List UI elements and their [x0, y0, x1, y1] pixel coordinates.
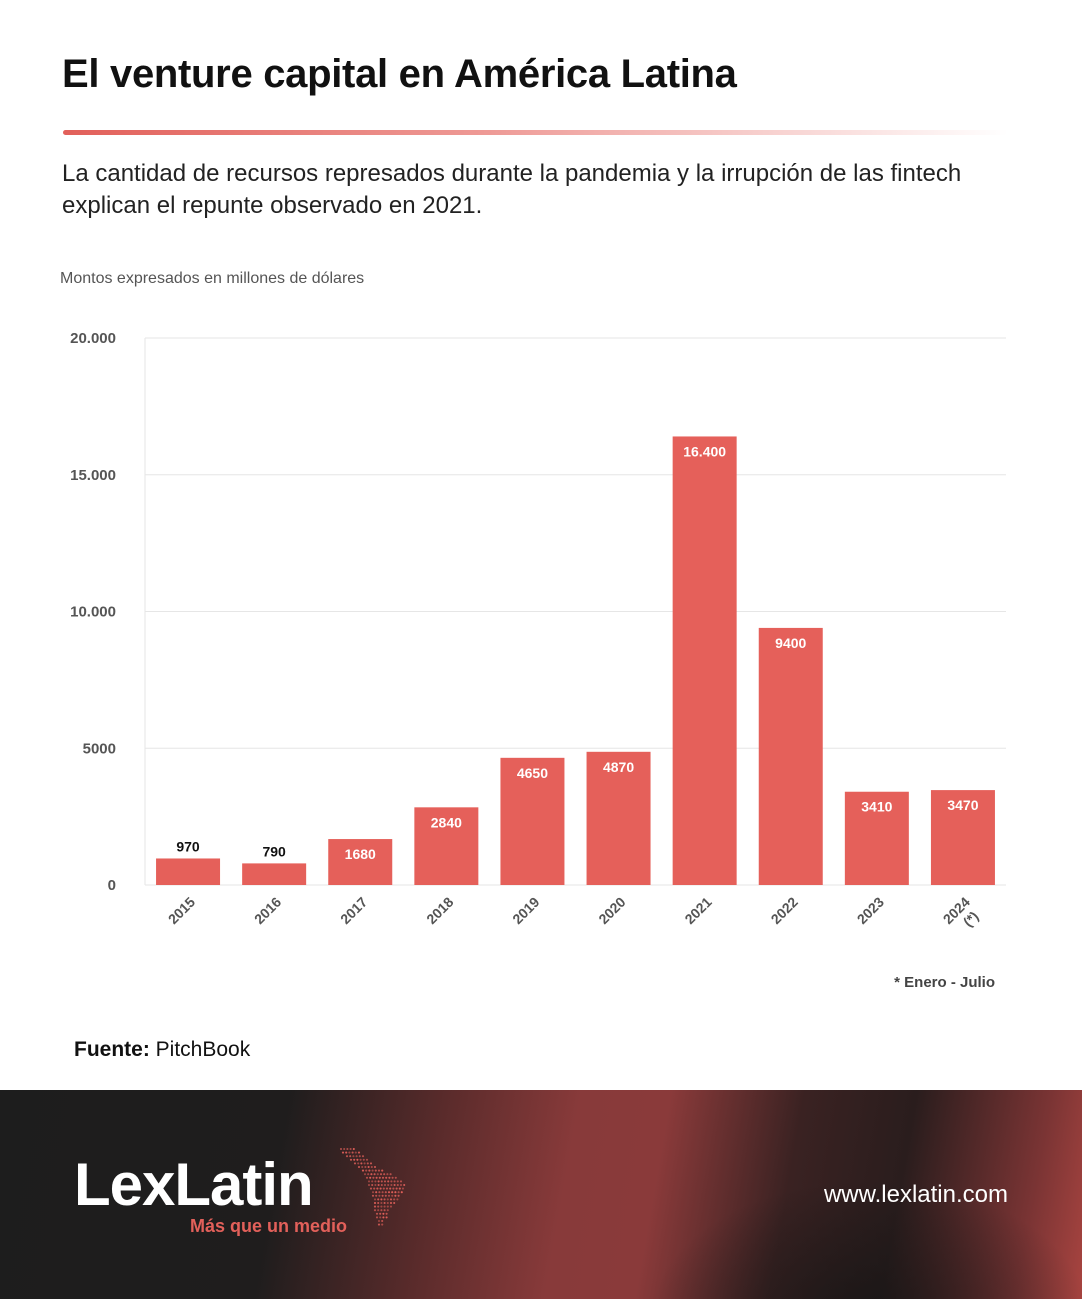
y-tick-label: 20.000 [70, 330, 116, 347]
x-tick-label: 2018 [423, 894, 456, 927]
x-axis: 2015 2016 2017 2018 2019 2020 2021 2022 2023 2024… [165, 894, 985, 939]
brand-logo: LexLatin [74, 1152, 313, 1218]
y-tick-label: 15.000 [70, 467, 116, 484]
y-axis: 0 5000 10.000 15.000 20.000 [70, 330, 116, 894]
bar [156, 858, 220, 885]
source-value: PitchBook [156, 1038, 251, 1061]
data-label: 970 [176, 838, 200, 854]
data-label: 2840 [431, 814, 462, 830]
x-tick-label: 2019 [509, 894, 542, 927]
data-label: 790 [262, 843, 286, 859]
data-label: 1680 [345, 846, 376, 862]
bar [242, 863, 306, 885]
x-tick-label: 2020 [595, 894, 628, 927]
x-tick-label: 2016 [251, 894, 284, 927]
data-label: 3470 [947, 797, 978, 813]
y-tick-label: 10.000 [70, 604, 116, 621]
bar [759, 628, 823, 885]
brand-tagline: Más que un medio [190, 1216, 347, 1237]
y-tick-label: 0 [108, 877, 116, 894]
x-tick-label: 2023 [854, 894, 887, 927]
x-tick-label: 2015 [165, 894, 198, 927]
source-line: Fuente: PitchBook [74, 1038, 250, 1062]
latin-america-map-icon [338, 1146, 410, 1230]
data-label: 4870 [603, 759, 634, 775]
data-label: 9400 [775, 635, 806, 651]
data-label: 3410 [861, 799, 892, 815]
source-label: Fuente: [74, 1038, 150, 1061]
x-tick-label: 2021 [681, 894, 714, 927]
chart-bars [156, 436, 995, 885]
website-link[interactable]: www.lexlatin.com [824, 1181, 1008, 1209]
chart-footnote: * Enero - Julio [894, 974, 995, 991]
data-label: 4650 [517, 765, 548, 781]
x-tick-label: 2017 [337, 894, 370, 927]
x-tick-label: 2022 [768, 894, 801, 927]
data-label: 16.400 [683, 443, 726, 459]
y-tick-label: 5000 [83, 740, 116, 757]
bar [673, 436, 737, 885]
x-tick-label: 2024(*) [940, 894, 985, 939]
bar-chart: 0 5000 10.000 15.000 20.000 970 790 1680 2840 46… [0, 0, 1082, 960]
